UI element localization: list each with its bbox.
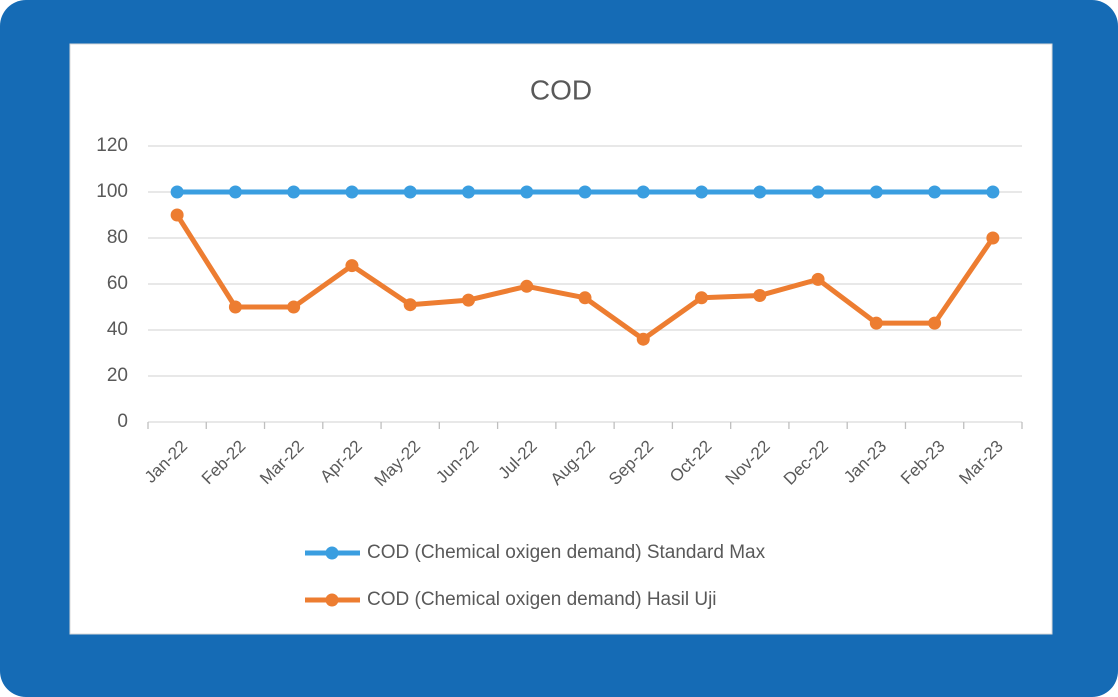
data-point <box>928 185 942 199</box>
y-tick-label: 40 <box>107 319 128 340</box>
legend-marker <box>325 546 339 560</box>
data-point <box>345 259 359 273</box>
legend-label: COD (Chemical oxigen demand) Hasil Uji <box>367 589 717 610</box>
data-point <box>287 300 301 314</box>
data-point <box>520 279 534 293</box>
data-point <box>695 185 709 199</box>
data-point <box>695 291 709 305</box>
legend-marker <box>325 593 339 607</box>
data-point <box>461 185 475 199</box>
data-point <box>287 185 301 199</box>
legend-label: COD (Chemical oxigen demand) Standard Ma… <box>367 542 766 563</box>
data-point <box>578 185 592 199</box>
data-point <box>170 208 184 222</box>
chart-panel <box>69 43 1053 635</box>
data-point <box>461 293 475 307</box>
data-point <box>753 185 767 199</box>
data-point <box>345 185 359 199</box>
data-point <box>753 289 767 302</box>
data-point <box>986 231 1000 245</box>
data-point <box>228 300 242 314</box>
y-tick-label: 80 <box>107 227 128 248</box>
y-tick-label: 20 <box>107 365 128 386</box>
chart-title: COD <box>530 74 592 105</box>
data-point <box>811 272 825 286</box>
y-tick-label: 60 <box>107 273 128 294</box>
data-point <box>520 185 534 199</box>
data-point <box>869 316 883 330</box>
data-point <box>811 185 825 199</box>
data-point <box>986 185 1000 199</box>
data-point <box>403 298 417 312</box>
data-point <box>170 185 184 199</box>
data-point <box>578 291 592 305</box>
y-tick-label: 120 <box>96 135 128 156</box>
data-point <box>636 332 650 346</box>
data-point <box>869 185 883 199</box>
y-tick-label: 0 <box>117 411 128 432</box>
data-point <box>928 316 942 330</box>
data-point <box>403 185 417 199</box>
y-tick-label: 100 <box>96 181 128 202</box>
data-point <box>228 185 242 199</box>
data-point <box>636 185 650 199</box>
